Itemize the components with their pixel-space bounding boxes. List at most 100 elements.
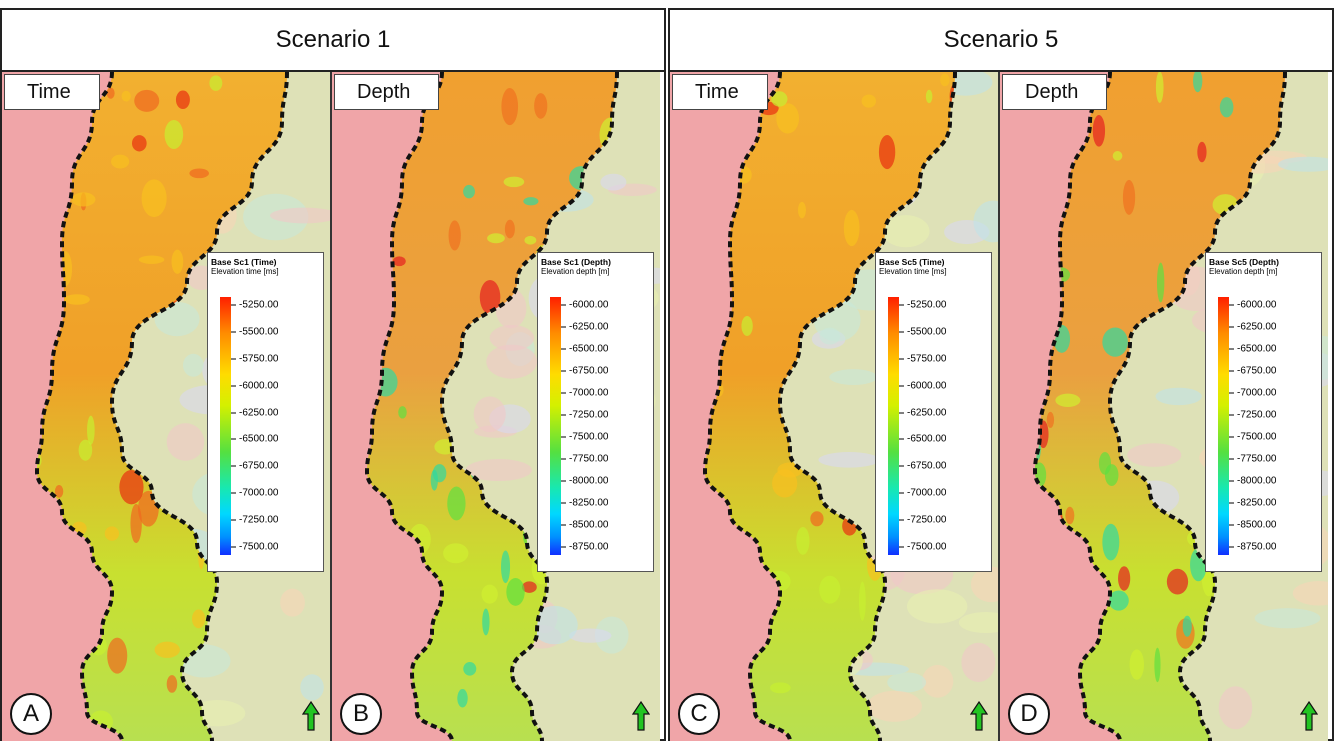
tick-label: -8250.00 [569, 497, 609, 509]
scenario-1-title: Scenario 1 [2, 10, 664, 72]
tick-label: -7750.00 [1237, 453, 1277, 465]
tick-label: -7250.00 [239, 514, 279, 526]
panel-letter-d: D [1008, 693, 1050, 735]
legend-title: Base Sc5 (Time) [879, 257, 945, 267]
tick-label: -6750.00 [1237, 365, 1277, 377]
tick-label: -6000.00 [239, 380, 279, 392]
colorbar-tick: -7500.00 [561, 432, 608, 443]
tick-mark [1229, 480, 1234, 482]
tick-mark [1229, 546, 1234, 548]
tick-label: -5750.00 [907, 353, 947, 365]
tick-label: -7000.00 [907, 487, 947, 499]
panel-d-depth-map: Depth Base Sc5 (Depth) Elevation depth [… [1000, 72, 1328, 741]
tick-label: -8750.00 [569, 541, 609, 553]
tick-label: -6750.00 [907, 460, 947, 472]
panel-divider [998, 72, 1000, 741]
colorbar-tick: -6500.00 [899, 434, 946, 445]
colorbar-tick: -6250.00 [561, 322, 608, 333]
tick-label: -8000.00 [569, 475, 609, 487]
tick-label: -6000.00 [1237, 299, 1277, 311]
tick-label: -5500.00 [239, 326, 279, 338]
colorbar-tick: -8250.00 [561, 498, 608, 509]
north-arrow-icon [632, 701, 650, 731]
tick-mark [231, 465, 236, 467]
colorbar-tick: -5750.00 [231, 353, 278, 364]
tick-label: -5250.00 [907, 299, 947, 311]
colorbar-tick: -8750.00 [1229, 542, 1276, 553]
tick-label: -6750.00 [569, 365, 609, 377]
colorbar-tick: -6500.00 [561, 344, 608, 355]
tick-label: -6250.00 [1237, 321, 1277, 333]
tick-mark [561, 436, 566, 438]
colorbar-tick: -6750.00 [231, 461, 278, 472]
tick-mark [231, 412, 236, 414]
panel-b-depth-map: Depth Base Sc1 (Depth) Elevation depth [… [332, 72, 660, 741]
tick-label: -6500.00 [907, 433, 947, 445]
tick-label: -8500.00 [1237, 519, 1277, 531]
legend-title: Base Sc1 (Time) [211, 257, 277, 267]
tick-label: -6000.00 [907, 380, 947, 392]
tick-mark [1229, 392, 1234, 394]
colorbar-ticks: -6000.00 -6250.00 -6500.00 -6750.00 -7000.00… [561, 297, 651, 555]
tick-mark [1229, 304, 1234, 306]
colorbar-tick: -7750.00 [1229, 454, 1276, 465]
colorbar-tick: -7250.00 [231, 515, 278, 526]
tick-mark [231, 304, 236, 306]
north-arrow-icon [1300, 701, 1318, 731]
tick-label: -7500.00 [569, 431, 609, 443]
tick-mark [231, 519, 236, 521]
tick-label: -5250.00 [239, 299, 279, 311]
scenario-5-title: Scenario 5 [670, 10, 1332, 72]
colorbar-ticks: -6000.00 -6250.00 -6500.00 -6750.00 -7000.00… [1229, 297, 1319, 555]
panel-letter-b: B [340, 693, 382, 735]
colorbar-tick: -6500.00 [231, 434, 278, 445]
tick-mark [231, 385, 236, 387]
tick-mark [1229, 436, 1234, 438]
tick-mark [1229, 524, 1234, 526]
colorbar [550, 297, 561, 555]
legend-subtitle: Elevation depth [m] [541, 267, 610, 276]
legend-title: Base Sc5 (Depth) [1209, 257, 1279, 267]
legend-subtitle: Elevation time [ms] [211, 267, 279, 276]
tick-label: -6500.00 [569, 343, 609, 355]
tick-mark [561, 392, 566, 394]
colorbar-tick: -6000.00 [561, 300, 608, 311]
tick-mark [899, 519, 904, 521]
tick-label: -7250.00 [569, 409, 609, 421]
colorbar-tick: -6000.00 [1229, 300, 1276, 311]
colorbar-tick: -6500.00 [1229, 344, 1276, 355]
colorbar-tick: -6250.00 [1229, 322, 1276, 333]
tick-mark [1229, 458, 1234, 460]
colorbar-tick: -6750.00 [1229, 366, 1276, 377]
tick-mark [231, 492, 236, 494]
colorbar-tick: -7250.00 [561, 410, 608, 421]
colorbar-tick: -5500.00 [899, 326, 946, 337]
panel-c-time-map: Time Base Sc5 (Time) Elevation time [ms]… [670, 72, 998, 741]
tick-label: -5750.00 [239, 353, 279, 365]
tick-label: -7500.00 [907, 541, 947, 553]
tick-mark [899, 358, 904, 360]
tick-label: -6750.00 [239, 460, 279, 472]
colorbar-tick: -7500.00 [1229, 432, 1276, 443]
tick-mark [899, 331, 904, 333]
tick-mark [561, 524, 566, 526]
tick-label: -7500.00 [1237, 431, 1277, 443]
tick-mark [561, 502, 566, 504]
colorbar-tick: -5500.00 [231, 326, 278, 337]
colorbar-tick: -8750.00 [561, 542, 608, 553]
tick-label: -8500.00 [569, 519, 609, 531]
tick-mark [231, 331, 236, 333]
north-arrow-icon [970, 701, 988, 731]
colorbar-tick: -6750.00 [561, 366, 608, 377]
colorbar [888, 297, 899, 555]
tick-label: -7750.00 [569, 453, 609, 465]
colorbar-tick: -7000.00 [1229, 388, 1276, 399]
colorbar-tick: -6000.00 [899, 380, 946, 391]
scenario-5-frame: Scenario 5 Time Base Sc5 (Time) Elevatio… [668, 8, 1334, 741]
tick-mark [561, 546, 566, 548]
panel-letter-a: A [10, 693, 52, 735]
tick-label: -6250.00 [239, 407, 279, 419]
mode-label-depth: Depth [334, 74, 440, 110]
tick-mark [1229, 326, 1234, 328]
tick-label: -7000.00 [1237, 387, 1277, 399]
